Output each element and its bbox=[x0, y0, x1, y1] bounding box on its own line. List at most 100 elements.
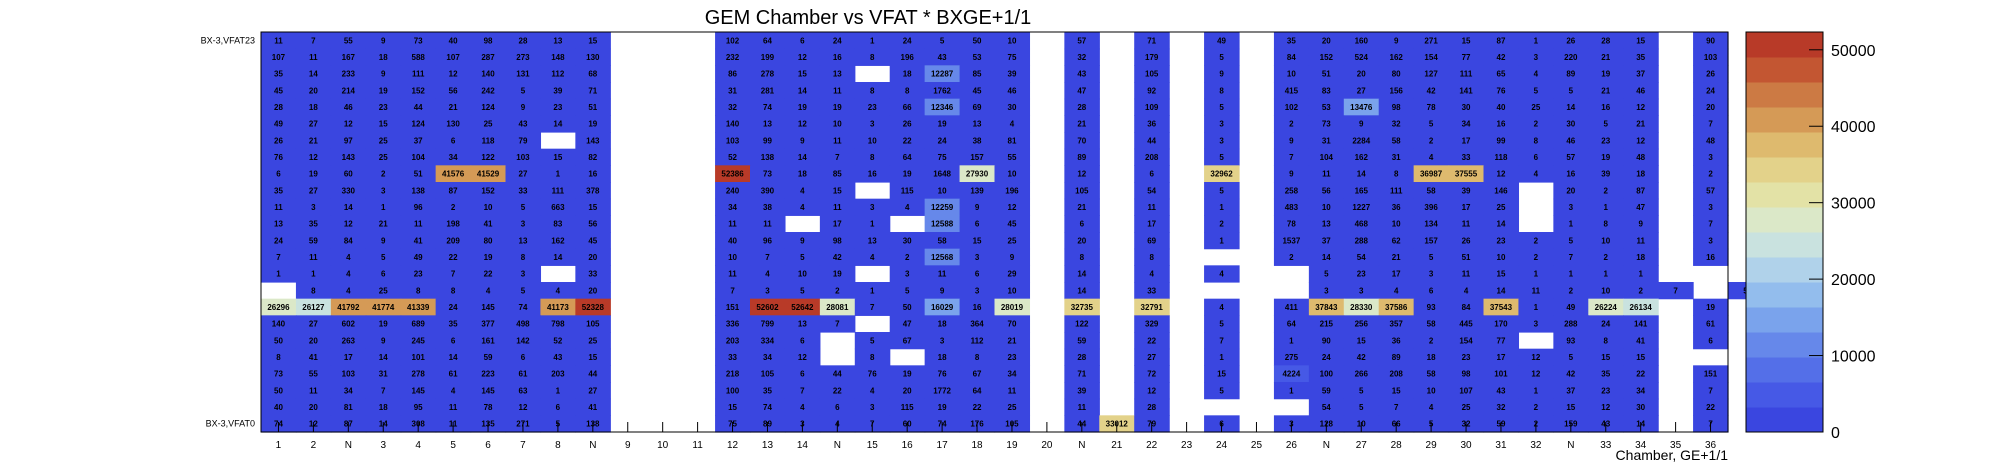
cell-value-label: 84 bbox=[1462, 303, 1471, 312]
heatmap-cell bbox=[435, 232, 472, 250]
cell-value-label: 7 bbox=[1673, 286, 1678, 295]
cell-value-label: 76 bbox=[868, 370, 877, 379]
heatmap-cell bbox=[1483, 382, 1520, 400]
cell-value-label: 1 bbox=[311, 270, 316, 279]
cell-value-label: 20 bbox=[1357, 70, 1366, 79]
cell-value-label: 14 bbox=[1497, 220, 1506, 229]
cell-value-label: 4 bbox=[1464, 286, 1469, 295]
cell-value-label: 11 bbox=[309, 386, 318, 395]
cell-value-label: 15 bbox=[1601, 353, 1610, 362]
cell-value-label: 27 bbox=[309, 186, 318, 195]
cell-value-label: 11 bbox=[309, 53, 318, 62]
heatmap-cell bbox=[1553, 215, 1589, 233]
cell-value-label: 7 bbox=[835, 320, 840, 329]
cell-value-label: 122 bbox=[1075, 320, 1089, 329]
heatmap-cell bbox=[715, 32, 751, 50]
heatmap-cell bbox=[1413, 365, 1450, 383]
cell-value-label: 9 bbox=[381, 70, 386, 79]
heatmap-cell bbox=[505, 348, 542, 366]
cell-value-label: 7 bbox=[1219, 336, 1224, 345]
heatmap-cell bbox=[959, 165, 996, 183]
cell-value-label: 101 bbox=[1494, 370, 1508, 379]
heatmap-cell bbox=[1588, 232, 1624, 250]
heatmap-cell bbox=[1483, 48, 1520, 66]
heatmap-cell bbox=[1308, 248, 1345, 266]
heatmap-cell bbox=[924, 348, 961, 366]
heatmap-cell bbox=[1518, 32, 1554, 50]
heatmap-cell bbox=[1693, 198, 1729, 216]
heatmap-cell bbox=[400, 165, 437, 183]
cell-value-label: 19 bbox=[1601, 153, 1610, 162]
heatmap-cell bbox=[540, 298, 576, 316]
cell-value-label: 240 bbox=[726, 186, 740, 195]
heatmap-cell bbox=[1448, 148, 1485, 166]
heatmap-cell bbox=[1378, 32, 1415, 50]
cell-value-label: 4 bbox=[486, 286, 491, 295]
heatmap-cell bbox=[435, 115, 472, 133]
heatmap-cell bbox=[715, 398, 751, 416]
heatmap-cell bbox=[924, 315, 961, 333]
cell-value-label: 18 bbox=[1636, 170, 1645, 179]
cell-value-label: 198 bbox=[446, 220, 460, 229]
heatmap-cell bbox=[365, 148, 402, 166]
heatmap-cell bbox=[261, 365, 297, 383]
heatmap-cell bbox=[1588, 148, 1624, 166]
cell-value-label: 107 bbox=[446, 53, 460, 62]
cell-value-label: 220 bbox=[1564, 53, 1578, 62]
cell-value-label: 66 bbox=[903, 103, 912, 112]
cell-value-label: 34 bbox=[1636, 386, 1645, 395]
heatmap-cell bbox=[330, 298, 367, 316]
cell-value-label: 103 bbox=[726, 136, 740, 145]
cell-value-label: 36987 bbox=[1420, 170, 1443, 179]
heatmap-cell bbox=[505, 298, 542, 316]
cell-value-label: 26224 bbox=[1595, 303, 1618, 312]
heatmap-cell bbox=[1413, 298, 1450, 316]
heatmap-cell bbox=[435, 315, 472, 333]
heatmap-cell bbox=[889, 248, 926, 266]
cell-value-label: 5 bbox=[1219, 386, 1224, 395]
cell-value-label: 2 bbox=[1289, 253, 1294, 262]
heatmap-cell bbox=[1273, 215, 1310, 233]
heatmap-cell bbox=[1378, 382, 1415, 400]
heatmap-cell bbox=[1378, 282, 1415, 300]
heatmap-cell bbox=[295, 382, 332, 400]
cell-value-label: 44 bbox=[414, 103, 423, 112]
cell-value-label: 24 bbox=[1706, 86, 1715, 95]
heatmap-cell bbox=[1553, 198, 1589, 216]
x-tick-label: 21 bbox=[1111, 440, 1123, 451]
heatmap-cell bbox=[400, 48, 437, 66]
cell-value-label: 1 bbox=[1569, 270, 1574, 279]
cell-value-label: 15 bbox=[1636, 36, 1645, 45]
cell-value-label: 1 bbox=[1604, 203, 1609, 212]
heatmap-cell bbox=[1343, 315, 1380, 333]
color-scale-band bbox=[1746, 132, 1823, 158]
cell-value-label: 33 bbox=[519, 186, 528, 195]
heatmap-cell bbox=[889, 182, 926, 200]
cell-value-label: 3 bbox=[870, 203, 875, 212]
heatmap-cell bbox=[1343, 32, 1380, 50]
heatmap-cell bbox=[365, 232, 402, 250]
heatmap-cell bbox=[1588, 382, 1624, 400]
cell-value-label: 208 bbox=[1390, 370, 1404, 379]
cell-value-label: 3 bbox=[381, 186, 386, 195]
heatmap-cell bbox=[994, 332, 1031, 350]
cell-value-label: 8 bbox=[1149, 253, 1154, 262]
cell-value-label: 3 bbox=[1429, 270, 1434, 279]
heatmap-cell bbox=[1448, 215, 1485, 233]
cell-value-label: 102 bbox=[1285, 103, 1299, 112]
heatmap-cell bbox=[505, 365, 542, 383]
cell-value-label: 10 bbox=[728, 253, 737, 262]
heatmap-cell bbox=[400, 232, 437, 250]
cell-value-label: 19 bbox=[1706, 303, 1715, 312]
heatmap-cell bbox=[1693, 148, 1729, 166]
heatmap-cell bbox=[1553, 48, 1589, 66]
cell-value-label: 8 bbox=[870, 86, 875, 95]
cell-value-label: 37 bbox=[1566, 386, 1575, 395]
cell-value-label: 4 bbox=[1394, 286, 1399, 295]
cell-value-label: 20 bbox=[588, 253, 597, 262]
cell-value-label: 39 bbox=[1008, 70, 1017, 79]
heatmap-cell bbox=[1693, 48, 1729, 66]
x-tick-label: 16 bbox=[902, 440, 914, 451]
heatmap-cell bbox=[750, 48, 786, 66]
cell-value-label: 76 bbox=[274, 153, 283, 162]
